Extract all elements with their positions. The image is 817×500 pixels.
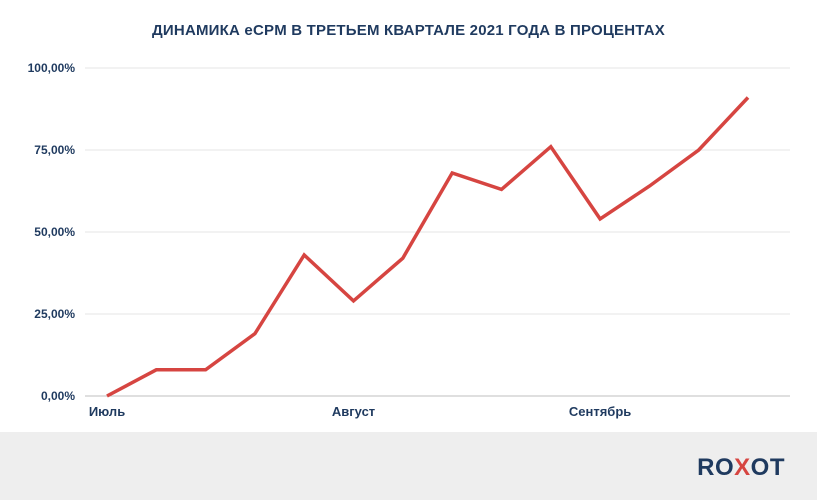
roxot-logo: RO X OT: [697, 454, 785, 482]
y-tick-label: 75,00%: [34, 143, 75, 157]
line-chart: 0,00% 25,00% 50,00% 75,00% 100,00% Июль Авгус…: [28, 61, 790, 419]
x-tick-label: Июль: [89, 404, 125, 419]
y-tick-label: 50,00%: [34, 225, 75, 239]
series-layer: [106, 96, 750, 398]
x-tick-label: Сентябрь: [569, 404, 631, 419]
logo-x-mark: X: [734, 454, 751, 481]
y-axis: 0,00% 25,00% 50,00% 75,00% 100,00%: [28, 61, 76, 403]
x-tick-label: Август: [332, 404, 375, 419]
logo-text-part2: OT: [750, 454, 785, 481]
y-tick-label: 25,00%: [34, 307, 75, 321]
x-axis: Июль Август Сентябрь: [89, 404, 631, 419]
chart-title: ДИНАМИКА eCPM В ТРЕТЬЕМ КВАРТАЛЕ 2021 ГО…: [152, 22, 665, 39]
footer: RO X OT: [0, 432, 817, 500]
y-tick-label: 100,00%: [28, 61, 76, 75]
grid-layer: [85, 67, 790, 397]
y-tick-label: 0,00%: [41, 389, 75, 403]
logo-text-part1: RO: [697, 454, 735, 481]
series-line: [106, 96, 750, 398]
